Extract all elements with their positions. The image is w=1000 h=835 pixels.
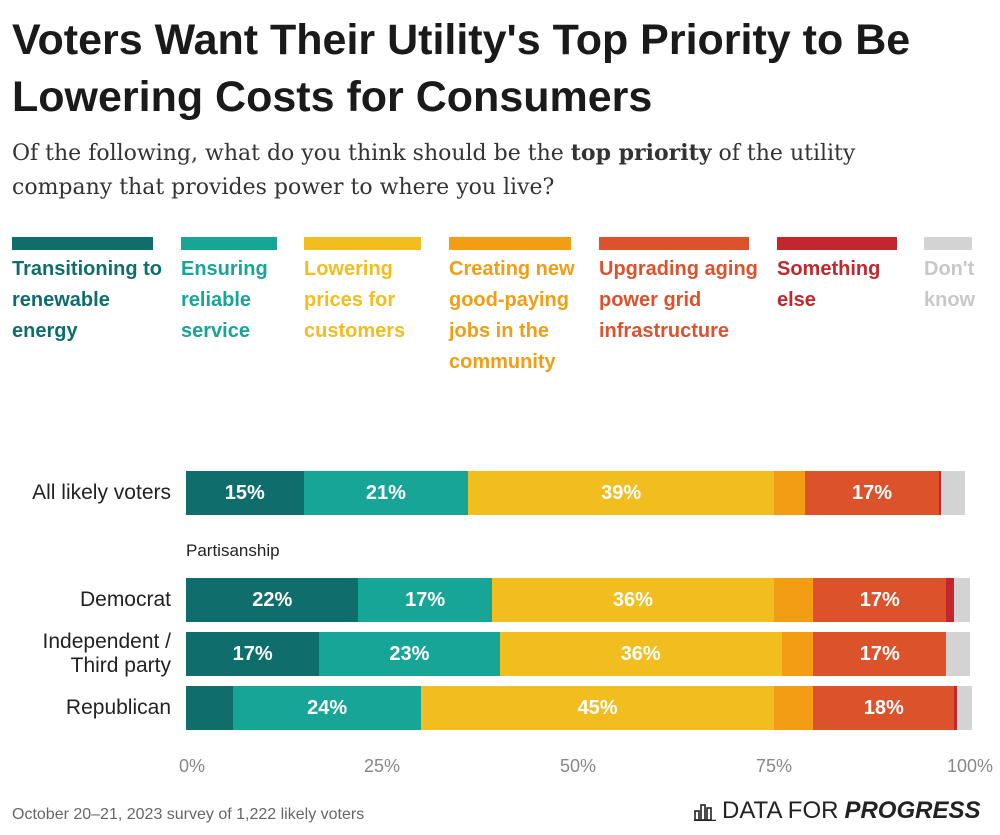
bar-segment — [946, 632, 970, 676]
row-label: All likely voters — [32, 481, 171, 504]
bar-segment: 22% — [186, 578, 359, 622]
legend-label: Lowering prices for customers — [304, 258, 406, 342]
subtitle-text: Of the following, what do you think shou… — [12, 141, 571, 166]
legend-label: Transitioning to renewable energy — [12, 258, 162, 342]
value-label: 36% — [620, 642, 661, 665]
row-label: Democrat — [79, 588, 171, 611]
legend-label: Upgrading aging power grid infrastructur… — [599, 258, 758, 342]
x-tick-label: 25% — [363, 756, 401, 776]
footnote: October 20–21, 2023 survey of 1,222 like… — [12, 806, 365, 823]
bar-segment: 36% — [491, 578, 774, 622]
chart-title: Voters Want Their Utility's Top Priority… — [12, 16, 911, 121]
value-label: 45% — [577, 696, 618, 719]
value-label: 17% — [232, 642, 273, 665]
brand: DATA FOR PROGRESS — [694, 797, 980, 825]
legend-label: Something else — [777, 258, 881, 311]
bar-segment — [186, 686, 234, 730]
bar-segment: 45% — [421, 686, 774, 730]
brand-text: PROGRESS — [844, 797, 981, 824]
value-label: 22% — [252, 588, 293, 611]
bar-segment: 21% — [303, 471, 469, 515]
bar-segment: 39% — [468, 471, 774, 515]
brand-text: DATA FOR — [722, 797, 839, 824]
bar-segment — [774, 578, 814, 622]
value-label: 23% — [389, 642, 430, 665]
value-label: 17% — [859, 642, 900, 665]
subtitle-text: of the utility company that provides pow… — [12, 141, 856, 200]
legend-swatch — [181, 237, 277, 250]
legend-label: Ensuring reliable service — [181, 258, 268, 342]
legend-swatch — [449, 237, 571, 250]
brand-logo — [694, 804, 716, 821]
value-label: 17% — [405, 588, 446, 611]
bar-segment — [938, 471, 941, 515]
bar-segment: 17% — [813, 632, 947, 676]
bar-segment — [954, 686, 957, 730]
legend-swatch — [599, 237, 749, 250]
bar-segment: 17% — [805, 471, 939, 515]
bar-segment: 17% — [186, 632, 320, 676]
bar-segment: 23% — [319, 632, 500, 676]
x-tick-label: 100% — [946, 756, 994, 776]
bar-segment — [956, 686, 973, 730]
value-label: 15% — [224, 481, 265, 504]
legend-swatch — [777, 237, 897, 250]
bar-segment — [781, 632, 814, 676]
bar-segment: 17% — [813, 578, 947, 622]
value-label: 18% — [863, 696, 904, 719]
legend-swatch — [304, 237, 421, 250]
bar-segment — [954, 578, 970, 622]
bar-segment: 36% — [499, 632, 782, 676]
value-label: 39% — [601, 481, 642, 504]
value-label: 17% — [859, 588, 900, 611]
value-label: 24% — [307, 696, 348, 719]
value-label: 36% — [612, 588, 653, 611]
bar-segment — [774, 471, 806, 515]
legend-swatch — [12, 237, 153, 250]
subtitle: Of the following, what do you think shou… — [12, 136, 912, 205]
value-label: 21% — [365, 481, 406, 504]
bar-segment: 17% — [358, 578, 492, 622]
value-label: 17% — [851, 481, 892, 504]
legend-label: Creating new good-paying jobs in the com… — [449, 258, 575, 373]
subtitle-bold: top priority — [570, 140, 712, 166]
bar-segment: 15% — [186, 471, 304, 515]
bar-segment — [774, 686, 814, 730]
x-tick-label: 50% — [559, 756, 597, 776]
legend-label: Don't know — [924, 258, 976, 311]
row-label: Independent / Third party — [42, 630, 171, 677]
x-tick-label: 0% — [178, 756, 206, 776]
bar-segment: 18% — [813, 686, 955, 730]
x-tick-label: 75% — [755, 756, 793, 776]
bar-segment — [940, 471, 965, 515]
bar-segment — [946, 578, 955, 622]
row-label: Republican — [65, 696, 171, 719]
bar-segment: 24% — [233, 686, 422, 730]
group-label: Partisanship — [186, 541, 280, 560]
legend-swatch — [924, 237, 972, 250]
